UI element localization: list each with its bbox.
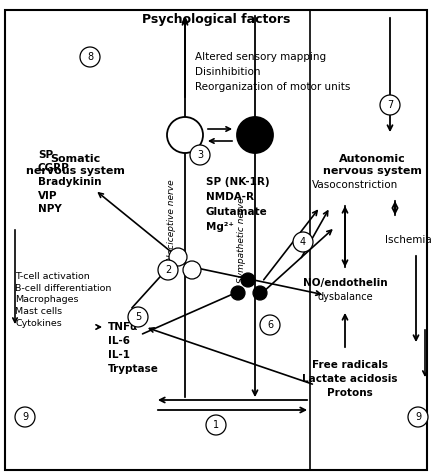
Circle shape (80, 47, 100, 67)
Text: Vasoconstriction: Vasoconstriction (312, 180, 398, 190)
Text: NMDA-R: NMDA-R (206, 192, 254, 202)
Text: 6: 6 (267, 320, 273, 330)
Text: 1: 1 (213, 420, 219, 430)
Text: Disinhibition: Disinhibition (195, 67, 260, 77)
Text: 9: 9 (22, 412, 28, 422)
Text: 4: 4 (300, 237, 306, 247)
Text: Mg²⁺: Mg²⁺ (206, 222, 234, 232)
Text: Sympathetic nerve: Sympathetic nerve (238, 197, 247, 283)
Circle shape (183, 261, 201, 279)
Text: SP
CGRP
Bradykinin
VIP
NPY: SP CGRP Bradykinin VIP NPY (38, 150, 102, 214)
Circle shape (241, 273, 255, 287)
Circle shape (253, 286, 267, 300)
Circle shape (293, 232, 313, 252)
Circle shape (158, 260, 178, 280)
Text: Autonomic
nervous system: Autonomic nervous system (323, 154, 422, 176)
Text: SP (NK-1R): SP (NK-1R) (206, 177, 270, 187)
Circle shape (206, 415, 226, 435)
Circle shape (408, 407, 428, 427)
Circle shape (190, 145, 210, 165)
Circle shape (237, 117, 273, 153)
Text: Free radicals: Free radicals (312, 360, 388, 370)
Circle shape (231, 286, 245, 300)
Text: Nociceptive nerve: Nociceptive nerve (168, 179, 177, 261)
Text: Ischemia: Ischemia (384, 235, 432, 245)
Text: T-cell activation
B-cell differentiation
Macrophages
Mast cells
Cytokines: T-cell activation B-cell differentiation… (15, 272, 111, 328)
Text: 7: 7 (387, 100, 393, 110)
Text: NO/endothelin: NO/endothelin (303, 278, 388, 288)
Text: IL-6: IL-6 (108, 336, 130, 346)
Text: Reorganization of motor units: Reorganization of motor units (195, 82, 350, 92)
Text: Protons: Protons (327, 388, 373, 398)
Circle shape (260, 315, 280, 335)
Text: 5: 5 (135, 312, 141, 322)
Circle shape (169, 248, 187, 266)
Circle shape (380, 95, 400, 115)
Text: Glutamate: Glutamate (206, 207, 268, 217)
Circle shape (167, 117, 203, 153)
Text: 8: 8 (87, 52, 93, 62)
Text: dysbalance: dysbalance (317, 292, 373, 302)
Circle shape (128, 307, 148, 327)
Text: 9: 9 (415, 412, 421, 422)
Text: Lactate acidosis: Lactate acidosis (302, 374, 398, 384)
Text: Altered sensory mapping: Altered sensory mapping (195, 52, 326, 62)
Text: TNFα: TNFα (108, 322, 138, 332)
Text: Somatic
nervous system: Somatic nervous system (25, 154, 124, 176)
Circle shape (15, 407, 35, 427)
Text: Psychological factors: Psychological factors (142, 12, 290, 26)
Text: Tryptase: Tryptase (108, 364, 159, 374)
Text: 3: 3 (197, 150, 203, 160)
Text: IL-1: IL-1 (108, 350, 130, 360)
Text: 2: 2 (165, 265, 171, 275)
